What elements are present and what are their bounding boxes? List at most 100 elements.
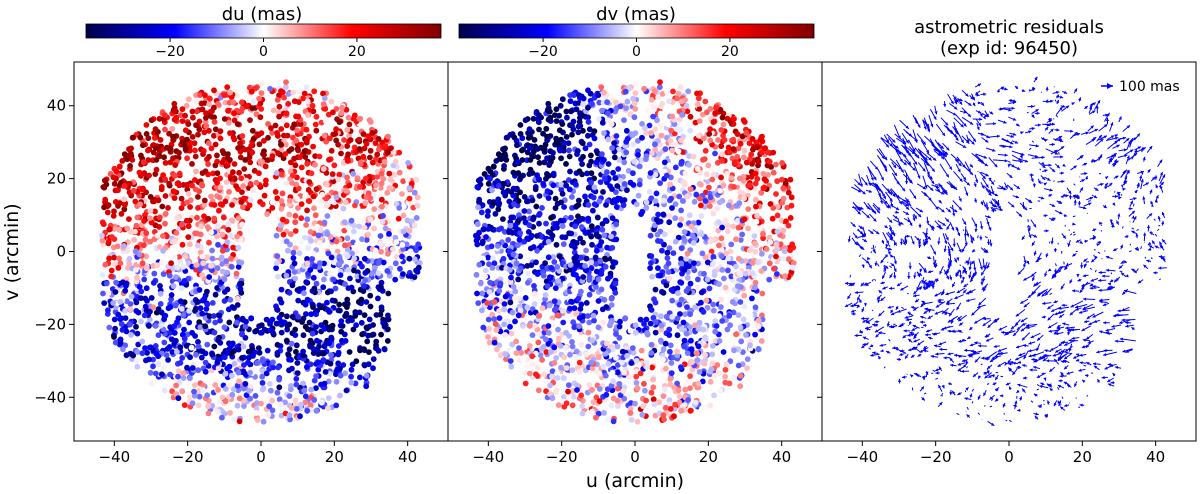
dv-point [576, 359, 583, 366]
dv-point [718, 127, 725, 133]
dv-point [610, 418, 617, 425]
du-point [169, 349, 176, 355]
du-point [413, 215, 420, 221]
du-point [285, 247, 291, 254]
dv-point [599, 151, 605, 158]
dv-point [740, 117, 747, 123]
dv-point [512, 318, 518, 325]
du-point [327, 360, 334, 367]
du-point [189, 182, 196, 189]
dv-point [565, 382, 572, 388]
dv-point [667, 342, 674, 349]
du-point [341, 219, 348, 226]
dv-point [758, 338, 765, 344]
dv-point [591, 128, 598, 135]
du-point [127, 163, 133, 169]
dv-point [743, 258, 749, 264]
dv-point [656, 399, 662, 406]
dv-point [604, 244, 610, 251]
dv-point [719, 318, 726, 324]
du-point [115, 311, 122, 318]
du-point [219, 261, 225, 267]
dv-point [593, 268, 600, 275]
dv-point [585, 114, 591, 121]
dv-point [752, 331, 758, 338]
du-point [304, 160, 311, 167]
du-point [292, 219, 299, 226]
du-point [283, 238, 290, 245]
du-point [189, 400, 196, 407]
dv-point [531, 283, 537, 289]
dv-point [576, 368, 583, 375]
du-point [293, 348, 299, 355]
du-point [386, 185, 393, 192]
du-point [200, 260, 207, 267]
du-point [367, 292, 374, 299]
du-point [203, 123, 210, 129]
du-point [238, 175, 245, 182]
du-point [247, 197, 254, 203]
du-point [304, 256, 310, 262]
du-point [152, 222, 159, 229]
dv-point [503, 157, 510, 163]
du-point [125, 264, 131, 271]
dv-point [722, 373, 728, 380]
du-point [345, 224, 351, 231]
dv-point [571, 305, 578, 312]
dv-point [616, 157, 623, 163]
du-point [171, 254, 178, 261]
du-point [228, 175, 234, 182]
dv-point [596, 99, 603, 106]
du-point [201, 202, 208, 208]
dv-point [749, 270, 756, 277]
dv-point [591, 135, 598, 142]
dv-point [761, 176, 768, 183]
dv-point [590, 207, 596, 214]
dv-point [652, 286, 659, 293]
du-point [204, 224, 211, 230]
dv-point [479, 290, 486, 297]
du-point [250, 353, 256, 359]
dv-point [513, 186, 519, 193]
du-point [211, 329, 218, 336]
dv-point [737, 383, 744, 390]
du-point [304, 216, 311, 223]
dv-point [563, 329, 569, 336]
dv-point [573, 106, 580, 113]
dv-point [586, 291, 593, 298]
du-point [342, 313, 348, 319]
du-point [225, 151, 231, 158]
dv-point [498, 225, 505, 232]
du-point [156, 214, 163, 221]
du-point [172, 162, 179, 169]
du-point [166, 272, 173, 279]
dv-point [710, 171, 717, 178]
dv-point [687, 385, 693, 391]
du-point [320, 166, 327, 172]
du-point [302, 154, 309, 160]
du-point [142, 345, 148, 351]
dv-point [546, 302, 553, 309]
dv-point [495, 202, 502, 208]
dv-point [652, 198, 659, 204]
du-point [262, 163, 269, 170]
dv-point [568, 108, 574, 115]
du-point [346, 182, 353, 189]
du-point [317, 198, 324, 205]
dv-point [598, 84, 605, 90]
du-point [221, 276, 228, 283]
dv-point [719, 267, 726, 273]
dv-point [655, 265, 661, 271]
dv-point [552, 205, 559, 212]
dv-point [652, 329, 659, 336]
dv-point [550, 254, 557, 260]
du-point [155, 197, 162, 204]
dv-point [499, 264, 505, 271]
dv-point [502, 293, 509, 300]
dv-point [574, 148, 581, 154]
du-point [133, 299, 140, 306]
dv-point [651, 401, 658, 408]
dv-point [724, 326, 731, 333]
dv-point [683, 102, 690, 109]
du-point [278, 329, 285, 336]
